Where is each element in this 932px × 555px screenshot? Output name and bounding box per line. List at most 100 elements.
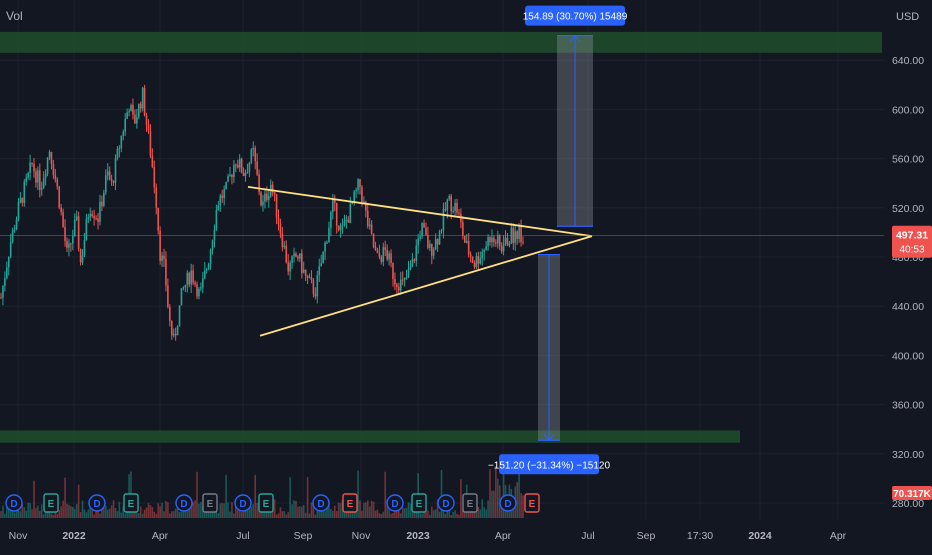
volume-bar	[372, 501, 375, 518]
candle-body	[163, 255, 165, 260]
candle-body	[300, 253, 303, 273]
dividend-marker-icon[interactable]	[175, 494, 193, 512]
volume-bar	[512, 509, 515, 518]
candle-body	[147, 124, 150, 131]
volume-bar	[190, 500, 192, 518]
volume-bar	[299, 506, 301, 518]
volume-indicator-label: Vol	[6, 9, 23, 23]
candle-body	[415, 245, 418, 261]
volume-bar	[419, 513, 421, 518]
earnings-marker-icon[interactable]	[258, 493, 274, 513]
volume-bar	[363, 502, 365, 518]
volume-bar	[174, 508, 177, 518]
candle-body	[434, 238, 437, 250]
earnings-marker-icon[interactable]	[123, 493, 139, 513]
candle-body	[155, 187, 158, 208]
candle-body	[97, 218, 99, 222]
candle-body	[48, 151, 51, 158]
volume-bar	[137, 513, 140, 518]
dividend-marker-icon[interactable]	[499, 494, 517, 512]
currency-label: USD	[896, 11, 919, 23]
volume-bar	[398, 505, 400, 518]
volume-bar	[25, 510, 28, 518]
event-marker-letter: E	[529, 499, 536, 510]
candle-body	[264, 193, 266, 202]
projection-up-label-box	[525, 5, 625, 26]
candle-body	[320, 263, 322, 267]
dividend-marker-icon[interactable]	[386, 494, 404, 512]
earnings-marker-icon[interactable]	[462, 493, 478, 513]
candle-body	[11, 230, 14, 243]
volume-bar	[392, 512, 394, 518]
target-zones	[0, 31, 882, 443]
current-price-label: 497.31	[896, 230, 928, 242]
candle-body	[411, 259, 414, 267]
candle-body	[126, 112, 128, 119]
candle-body	[273, 192, 276, 195]
target-zone-upper	[0, 31, 882, 53]
symmetrical-triangle	[247, 185, 593, 337]
volume-bar	[310, 502, 313, 518]
volume-bar	[324, 511, 326, 518]
candle-body	[223, 188, 225, 198]
candle-body	[242, 172, 245, 177]
time-tick-label: 2023	[406, 530, 430, 542]
projection-down-arrow-head	[543, 433, 555, 442]
candle-body	[260, 192, 262, 206]
dividend-marker-icon[interactable]	[437, 494, 455, 512]
candle-body	[432, 249, 435, 256]
time-tick-label: Sep	[637, 530, 656, 542]
volume-bar	[345, 507, 348, 518]
candle-body	[134, 114, 136, 124]
volume-bar	[42, 514, 45, 518]
dividend-marker-icon[interactable]	[5, 494, 23, 512]
volume-bar	[252, 503, 255, 518]
candle-body	[46, 157, 49, 174]
earnings-marker-icon[interactable]	[342, 493, 358, 513]
volume-bar	[77, 484, 80, 518]
earnings-marker-icon[interactable]	[202, 493, 218, 513]
price-tick-label: 640.00	[892, 55, 924, 67]
volume-bar	[277, 513, 280, 518]
candle-body	[42, 178, 45, 188]
candle-body	[37, 170, 39, 183]
candle-body	[9, 242, 12, 257]
candle-body	[262, 201, 264, 206]
candle-body	[77, 216, 80, 249]
volume-bar	[68, 504, 70, 518]
dividend-marker-icon[interactable]	[312, 494, 330, 512]
target-zone-lower	[0, 430, 740, 443]
volume-bar	[229, 511, 231, 518]
candle-body	[202, 278, 204, 288]
time-tick-label: Nov	[9, 530, 28, 542]
candle-body	[207, 263, 210, 269]
candle-body	[483, 249, 485, 252]
candle-body	[496, 235, 499, 244]
event-marker-letter: E	[48, 499, 55, 510]
volume-bar	[438, 511, 441, 518]
candle-body	[322, 251, 324, 264]
volume-bar	[33, 480, 35, 518]
candle-body	[398, 286, 400, 291]
volume-bar	[29, 503, 31, 518]
candle-body	[198, 288, 200, 297]
dividend-marker-icon[interactable]	[234, 494, 252, 512]
earnings-marker-icon[interactable]	[411, 493, 427, 513]
earnings-marker-icon[interactable]	[43, 493, 59, 513]
candle-body	[50, 151, 53, 165]
candle-body	[89, 214, 92, 218]
volume-bar	[219, 503, 222, 518]
volume-bar	[273, 499, 276, 518]
dividend-marker-icon[interactable]	[88, 494, 106, 512]
volume-bar	[66, 503, 68, 518]
candle-body	[304, 269, 307, 276]
earnings-marker-icon[interactable]	[524, 493, 540, 513]
candle-body	[258, 174, 260, 193]
candle-body	[277, 217, 280, 224]
candle-body	[165, 259, 167, 286]
volume-bar	[217, 513, 220, 518]
event-marker-letter: E	[347, 499, 354, 510]
volume-bar	[70, 506, 72, 518]
volume-bar	[481, 499, 484, 518]
